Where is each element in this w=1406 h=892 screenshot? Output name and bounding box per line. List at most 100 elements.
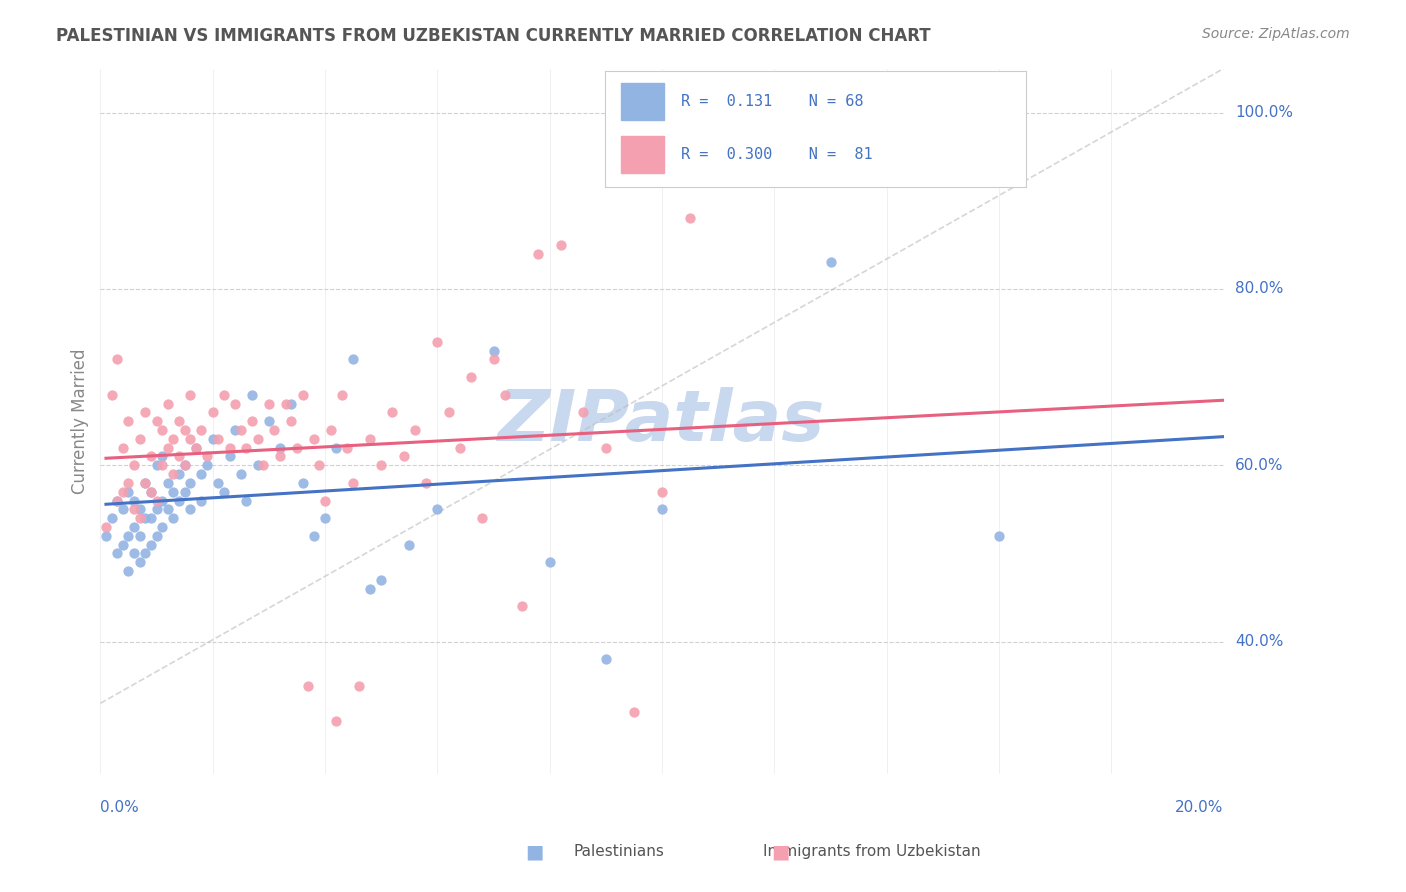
Text: ZIPatlas: ZIPatlas: [498, 386, 825, 456]
Point: [257, 396, 280, 410]
Point: [117, 414, 139, 428]
Point: [302, 432, 325, 446]
Point: [117, 529, 139, 543]
Point: [105, 352, 128, 367]
Point: [167, 414, 190, 428]
Point: [111, 502, 134, 516]
Point: [162, 511, 184, 525]
Point: [538, 555, 561, 569]
Text: ■: ■: [524, 842, 544, 862]
Point: [527, 246, 550, 260]
Point: [494, 388, 516, 402]
Point: [235, 441, 257, 455]
Point: [117, 564, 139, 578]
Point: [156, 502, 179, 516]
Point: [122, 458, 145, 473]
Point: [246, 432, 269, 446]
Point: [229, 423, 252, 437]
Point: [325, 714, 347, 728]
Point: [122, 502, 145, 516]
Point: [179, 388, 201, 402]
Point: [145, 502, 167, 516]
Text: Palestinians: Palestinians: [574, 845, 664, 859]
Point: [257, 414, 280, 428]
Point: [167, 467, 190, 481]
Point: [201, 432, 224, 446]
Point: [167, 493, 190, 508]
Point: [111, 441, 134, 455]
Point: [224, 396, 246, 410]
Text: ■: ■: [770, 842, 790, 862]
Point: [651, 484, 673, 499]
Point: [263, 423, 285, 437]
Text: 0.0%: 0.0%: [100, 800, 139, 815]
Point: [285, 441, 308, 455]
Point: [319, 423, 342, 437]
Point: [179, 432, 201, 446]
Text: Immigrants from Uzbekistan: Immigrants from Uzbekistan: [763, 845, 980, 859]
Point: [460, 370, 482, 384]
Point: [128, 555, 150, 569]
Point: [122, 493, 145, 508]
Point: [212, 388, 235, 402]
Point: [145, 458, 167, 473]
Point: [381, 405, 404, 419]
Text: R =  0.300    N =  81: R = 0.300 N = 81: [681, 147, 872, 162]
Point: [128, 511, 150, 525]
Point: [269, 441, 291, 455]
Point: [218, 441, 240, 455]
Point: [330, 388, 353, 402]
Text: Source: ZipAtlas.com: Source: ZipAtlas.com: [1202, 27, 1350, 41]
Point: [139, 484, 162, 499]
Point: [128, 502, 150, 516]
Point: [240, 388, 263, 402]
Point: [482, 343, 505, 358]
Point: [550, 237, 572, 252]
Point: [291, 388, 314, 402]
Point: [308, 458, 330, 473]
Text: 100.0%: 100.0%: [1234, 105, 1294, 120]
Point: [179, 502, 201, 516]
Point: [145, 493, 167, 508]
Point: [246, 458, 269, 473]
Point: [156, 475, 179, 490]
Point: [240, 414, 263, 428]
Point: [359, 582, 381, 596]
Point: [105, 493, 128, 508]
Point: [280, 396, 302, 410]
Y-axis label: Currently Married: Currently Married: [72, 349, 89, 494]
Text: 20.0%: 20.0%: [1175, 800, 1223, 815]
Point: [370, 573, 392, 587]
Point: [207, 432, 229, 446]
Point: [510, 599, 533, 614]
Text: R =  0.131    N = 68: R = 0.131 N = 68: [681, 94, 863, 109]
Point: [173, 484, 195, 499]
Point: [162, 432, 184, 446]
Point: [347, 679, 370, 693]
Point: [623, 705, 645, 719]
Point: [94, 529, 117, 543]
Point: [595, 652, 617, 666]
Point: [195, 450, 218, 464]
Point: [224, 423, 246, 437]
Point: [252, 458, 274, 473]
Point: [162, 484, 184, 499]
Point: [426, 334, 449, 349]
Point: [325, 441, 347, 455]
Point: [336, 441, 359, 455]
Point: [162, 467, 184, 481]
Point: [173, 423, 195, 437]
Point: [150, 458, 173, 473]
Point: [139, 538, 162, 552]
Point: [820, 255, 842, 269]
Point: [111, 484, 134, 499]
Point: [269, 450, 291, 464]
Point: [156, 396, 179, 410]
Point: [134, 405, 156, 419]
Point: [392, 450, 415, 464]
Point: [173, 458, 195, 473]
Point: [128, 529, 150, 543]
Point: [471, 511, 494, 525]
Point: [139, 484, 162, 499]
Point: [370, 458, 392, 473]
